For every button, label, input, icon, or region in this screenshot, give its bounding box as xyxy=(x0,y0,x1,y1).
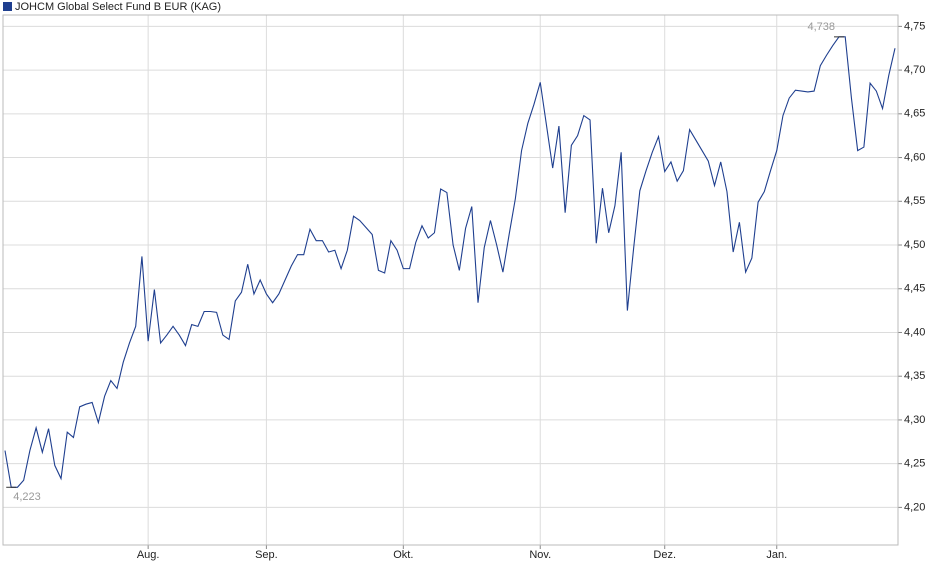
x-tick-label: Dez. xyxy=(653,549,676,561)
y-tick-label: 4,30 xyxy=(904,414,925,426)
y-tick-label: 4,50 xyxy=(904,239,925,251)
annotation-label: 4,738 xyxy=(807,21,835,33)
data-line xyxy=(4,36,896,488)
annotation-label: 4,223 xyxy=(13,491,41,503)
y-tick-label: 4,40 xyxy=(904,326,925,338)
y-tick-label: 4,75 xyxy=(904,20,925,32)
y-tick-label: 4,45 xyxy=(904,283,925,295)
legend-label: JOHCM Global Select Fund B EUR (KAG) xyxy=(15,1,221,13)
y-tick-label: 4,20 xyxy=(904,501,925,513)
y-tick-label: 4,70 xyxy=(904,64,925,76)
x-tick-label: Nov. xyxy=(529,549,551,561)
x-tick-label: Okt. xyxy=(393,549,413,561)
legend-swatch xyxy=(3,2,12,11)
y-tick-label: 4,60 xyxy=(904,151,925,163)
y-tick-label: 4,35 xyxy=(904,370,925,382)
y-tick-label: 4,25 xyxy=(904,458,925,470)
y-tick-label: 4,65 xyxy=(904,108,925,120)
y-tick-label: 4,55 xyxy=(904,195,925,207)
x-tick-label: Jan. xyxy=(766,549,787,561)
x-tick-label: Sep. xyxy=(255,549,278,561)
plot-frame xyxy=(2,14,899,546)
x-tick-label: Aug. xyxy=(137,549,160,561)
